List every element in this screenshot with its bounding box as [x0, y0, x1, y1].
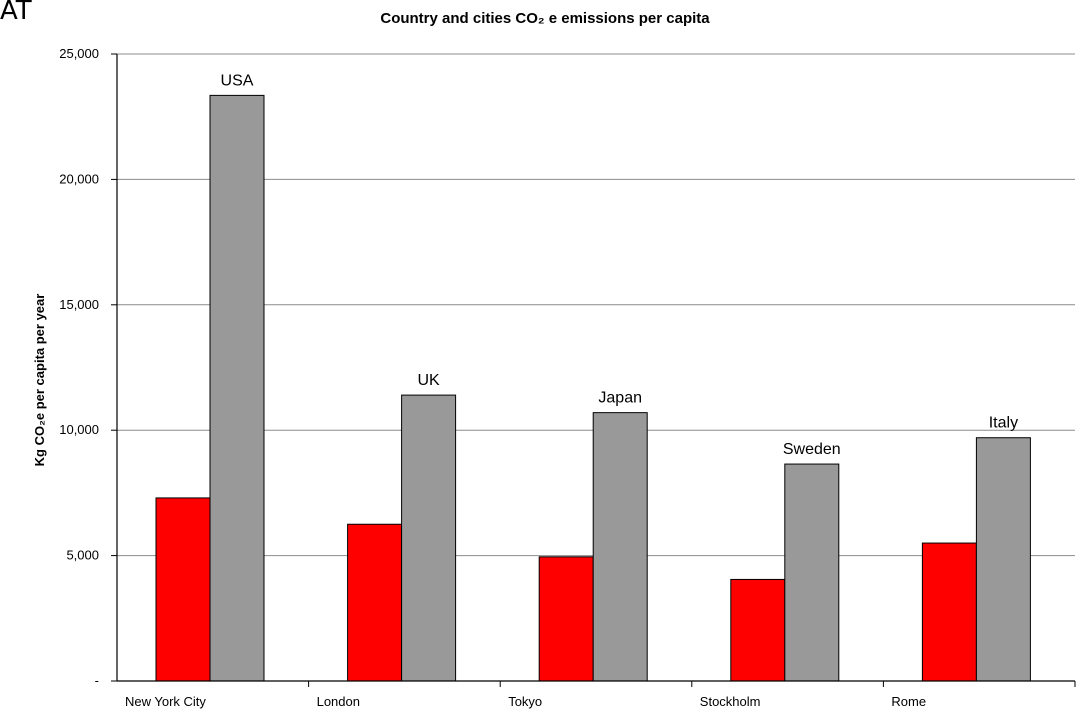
- country-label: Italy: [989, 415, 1018, 432]
- y-tick-label: 25,000: [59, 46, 99, 61]
- chart-title: Country and cities CO₂ e emissions per c…: [380, 10, 710, 27]
- x-tick-label: Tokyo: [508, 694, 542, 709]
- city-bar: [730, 578, 786, 682]
- axes: - 5,000 10,000 15,000 20,000 25,000 New York C…: [59, 46, 1076, 709]
- x-tick-label: Stockholm: [700, 694, 761, 709]
- country-label: USA: [221, 72, 254, 89]
- country-label: Japan: [598, 390, 642, 407]
- city-bar: [347, 523, 403, 682]
- x-tick-label: New York City: [125, 694, 206, 709]
- x-tick-label: London: [317, 694, 360, 709]
- city-bar: [921, 542, 977, 682]
- y-tick-label: -: [95, 673, 99, 688]
- bars: USA UK Japan Sweden Italy: [155, 72, 1031, 682]
- country-bar: [975, 437, 1031, 682]
- country-bar: [592, 412, 648, 682]
- gridlines: [117, 53, 1075, 557]
- country-bar: [209, 94, 265, 682]
- city-bar: [538, 556, 594, 682]
- country-label: Sweden: [783, 441, 841, 458]
- country-bar: [401, 394, 457, 682]
- y-tick-label: 10,000: [59, 422, 99, 437]
- city-bar: [155, 497, 211, 682]
- corner-label: AT: [0, 0, 32, 26]
- y-tick-label: 5,000: [66, 548, 99, 563]
- x-tick-label: Rome: [891, 694, 926, 709]
- y-axis-label: Kg CO₂e per capita per year: [32, 294, 47, 467]
- y-tick-label: 20,000: [59, 171, 99, 186]
- country-label: UK: [417, 372, 440, 389]
- country-bar: [784, 463, 840, 682]
- y-tick-label: 15,000: [59, 297, 99, 312]
